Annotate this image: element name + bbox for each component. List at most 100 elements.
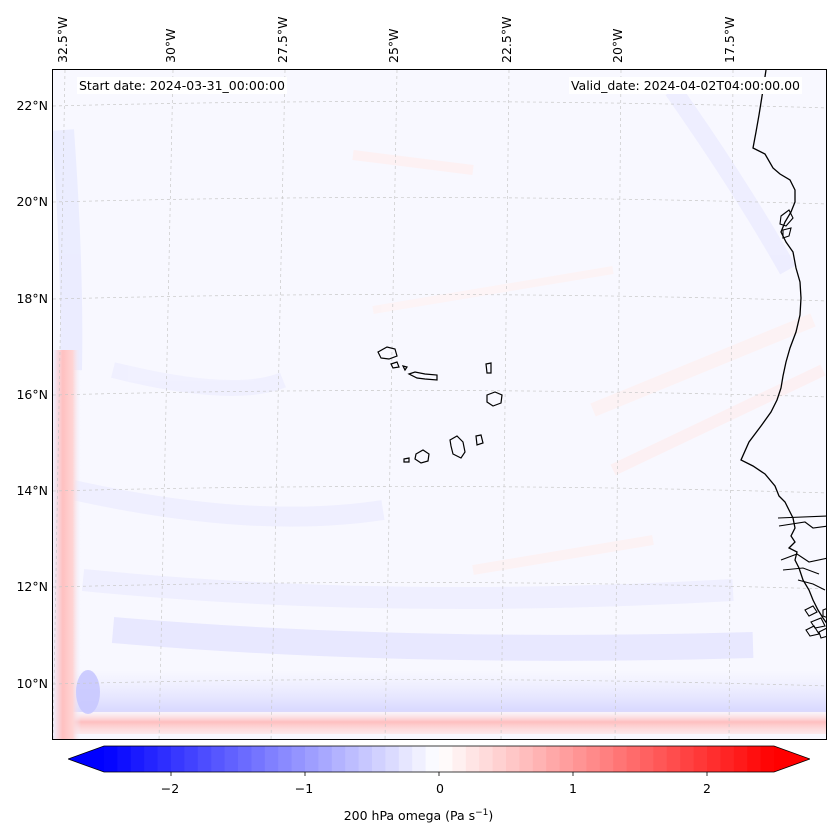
- lat-label-20n: 20°N: [16, 194, 48, 209]
- red-band-south: [71, 710, 826, 734]
- colorbar-bin: [559, 746, 574, 772]
- gridline-lat-16n: [53, 390, 826, 398]
- colorbar-outline: [68, 745, 810, 773]
- colorbar-title: 200 hPa omega (Pa s−1): [343, 808, 494, 824]
- colorbar-bin: [264, 746, 279, 772]
- colorbar-bin: [385, 746, 400, 772]
- santo-antao: [377, 346, 398, 360]
- brava: [403, 457, 410, 463]
- africa-coastline: [740, 70, 826, 624]
- colorbar-bin: [573, 746, 587, 772]
- colorbar-bin: [733, 746, 748, 772]
- start-date-label: Start date: 2024-03-31_00:00:00: [77, 77, 287, 94]
- colorbar-bin: [465, 746, 480, 772]
- cape-verde-islands: [377, 346, 503, 464]
- colorbar-extend-high: [774, 746, 810, 772]
- colorbar: [68, 745, 810, 776]
- lon-label-25w: 25°W: [386, 28, 401, 63]
- blue-band-south: [71, 670, 826, 712]
- gridline-lat-22n: [53, 101, 826, 109]
- gridline-lat-12n: [53, 582, 826, 590]
- gambia-coast: [777, 515, 826, 591]
- colorbar-bin: [425, 746, 440, 772]
- santiago: [449, 435, 466, 459]
- gridline-lon-32-5w: [53, 70, 66, 739]
- colorbar-bin: [693, 746, 708, 772]
- colorbar-bin: [331, 746, 346, 772]
- sao-vicente: [390, 361, 400, 369]
- colorbar-bin: [291, 746, 306, 772]
- colorbar-bin: [238, 746, 252, 772]
- colorbar-bin: [358, 746, 373, 772]
- colorbar-bin: [305, 746, 319, 772]
- gridline-lat-18n: [53, 294, 826, 302]
- lat-label-22n: 22°N: [16, 98, 48, 113]
- arguin-islands: [779, 209, 794, 239]
- lat-label-16n: 16°N: [16, 387, 48, 402]
- lon-label-20w: 20°W: [610, 28, 625, 63]
- gridline-lat-10n: [53, 679, 826, 687]
- colorbar-bin: [144, 746, 159, 772]
- colorbar-bin: [747, 746, 762, 772]
- graticule: [53, 70, 826, 739]
- colorbar-bin: [197, 746, 212, 772]
- gridline-lon-22-5w: [500, 70, 510, 739]
- fogo: [414, 449, 430, 464]
- colorbar-bin: [439, 746, 453, 772]
- lon-label-22-5w: 22.5°W: [499, 16, 514, 63]
- colorbar-bin: [640, 746, 654, 772]
- lat-label-12n: 12°N: [16, 579, 48, 594]
- lat-label-10n: 10°N: [16, 676, 48, 691]
- colorbar-bin: [171, 746, 185, 772]
- santa-luzia: [401, 365, 408, 372]
- blue-blob-corner: [76, 670, 100, 714]
- gridline-lon-17-5w: [728, 70, 734, 739]
- omega-streaks: [53, 84, 826, 661]
- colorbar-tick-label: 0: [436, 781, 444, 796]
- colorbar-bin: [626, 746, 641, 772]
- colorbar-bin: [546, 746, 561, 772]
- sao-nicolau: [407, 371, 438, 381]
- colorbar-bin: [184, 746, 199, 772]
- colorbar-bin: [117, 746, 132, 772]
- colorbar-bin: [345, 746, 360, 772]
- colorbar-bin: [211, 746, 226, 772]
- colorbar-bin: [479, 746, 494, 772]
- colorbar-bin: [130, 746, 145, 772]
- colorbar-bin: [157, 746, 172, 772]
- gridline-lat-20n: [53, 197, 826, 205]
- gridline-lon-20w: [614, 70, 622, 739]
- gridline-lon-30w: [158, 70, 174, 739]
- colorbar-bin: [506, 746, 520, 772]
- colorbar-bin: [278, 746, 293, 772]
- lon-label-32-5w: 32.5°W: [55, 16, 70, 63]
- colorbar-bin: [412, 746, 427, 772]
- lon-label-27-5w: 27.5°W: [275, 16, 290, 63]
- colorbar-bin: [251, 746, 266, 772]
- colorbar-bin: [599, 746, 614, 772]
- valid-date-label: Valid_date: 2024-04-02T04:00:00.00: [568, 77, 802, 94]
- colorbar-bin: [613, 746, 628, 772]
- red-band-west: [53, 350, 81, 739]
- lon-label-17-5w: 17.5°W: [722, 16, 737, 63]
- bissagos-islands: [804, 605, 826, 639]
- colorbar-bin: [666, 746, 681, 772]
- colorbar-tick-label: −2: [160, 781, 180, 796]
- colorbar-bin: [653, 746, 668, 772]
- colorbar-bin: [707, 746, 721, 772]
- colorbar-tick-label: −1: [294, 781, 314, 796]
- colorbar-bin: [720, 746, 735, 772]
- sal: [485, 362, 492, 374]
- lon-label-30w: 30°W: [163, 28, 178, 63]
- colorbar-bin: [492, 746, 507, 772]
- colorbar-bin: [224, 746, 239, 772]
- boa-vista: [486, 391, 503, 407]
- colorbar-bin: [532, 746, 547, 772]
- gridline-lon-25w: [384, 70, 398, 739]
- lat-label-14n: 14°N: [16, 483, 48, 498]
- colorbar-tick-label: 1: [569, 781, 577, 796]
- map-plot-area[interactable]: Start date: 2024-03-31_00:00:00 Valid_da…: [52, 69, 827, 740]
- colorbar-bin: [452, 746, 467, 772]
- lat-label-18n: 18°N: [16, 291, 48, 306]
- gridline-lat-14n: [53, 486, 826, 494]
